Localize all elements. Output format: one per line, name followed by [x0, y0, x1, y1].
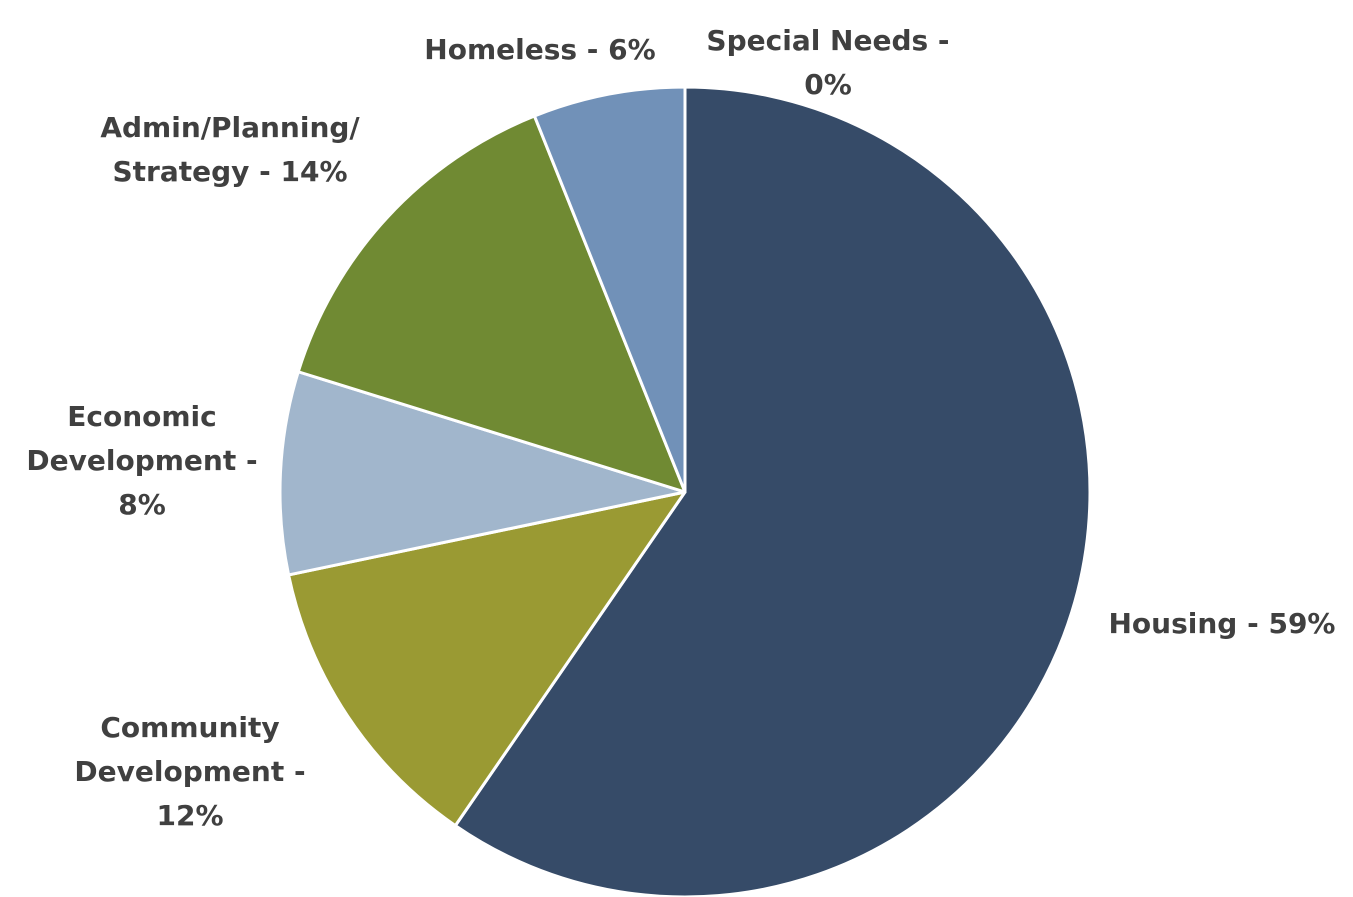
slice-label: Homeless - 6% [424, 33, 655, 66]
slice-label-line: 8% [118, 488, 166, 521]
slice-label-line: Development - [26, 444, 257, 477]
slice-label-line: Development - [74, 755, 305, 788]
slice-label-line: Economic [67, 400, 217, 433]
slice-label: Special Needs - 0% [706, 24, 949, 101]
pie-slice [296, 114, 687, 494]
slice-label: Admin/Planning/Strategy - 14% [100, 111, 360, 188]
slice-label-line: 12% [156, 799, 223, 832]
slice-label-line: Admin/Planning/ [100, 111, 360, 144]
pie-slice [287, 490, 687, 828]
slice-label-line: Homeless - 6% [424, 33, 655, 66]
slice-label-line: Special Needs - [706, 24, 949, 57]
slice-label: Economic Development - 8% [26, 400, 257, 521]
slice-label-line: Housing - 59% [1109, 607, 1336, 640]
slice-label-line: 0% [804, 68, 852, 101]
pie-slice [278, 370, 687, 577]
slice-label: Housing - 59% [1109, 607, 1336, 640]
pie-slice [532, 85, 687, 494]
slice-label-line: Community [100, 711, 279, 744]
slice-label: Community Development - 12% [74, 711, 305, 832]
slice-label-line: Strategy - 14% [112, 155, 347, 188]
